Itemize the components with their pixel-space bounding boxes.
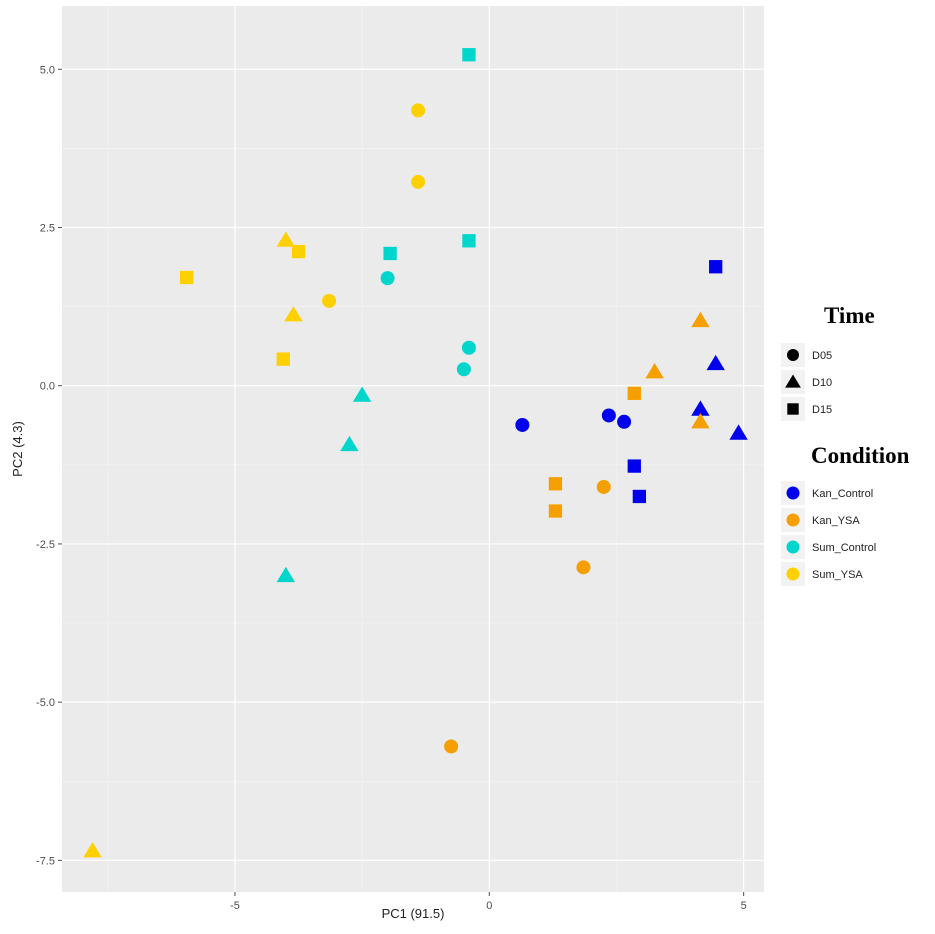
point-kan-control-d05	[601, 408, 616, 423]
legend-label-d05: D05	[812, 350, 832, 362]
legend: Time D05 D10 D15 Condition Kan_Control Kan_YSA…	[781, 303, 910, 586]
legend-key-circle	[787, 349, 799, 361]
y-tick-label: 0.0	[40, 381, 55, 393]
point-kan-control-d05	[515, 417, 530, 432]
y-tick-label: 2.5	[40, 223, 55, 235]
legend-key-sum-control	[786, 540, 800, 554]
legend-label-d15: D15	[812, 404, 832, 416]
point-sum-ysa-d15	[179, 270, 194, 285]
point-sum-ysa-d10	[83, 842, 102, 858]
point-kan-ysa-d15	[548, 504, 563, 518]
legend-key-kan-control	[786, 486, 800, 500]
point-kan-ysa-d15	[548, 477, 563, 491]
axis-ticks: -5 0 5 5.0 2.5 0.0 -2.5 -5.0 -7.5	[36, 64, 747, 912]
point-kan-control-d15	[632, 489, 647, 504]
plot-panel	[62, 6, 764, 892]
point-sum-ysa-d05	[411, 174, 426, 189]
point-sum-control-d10	[276, 566, 296, 583]
point-kan-ysa-d10	[645, 363, 664, 379]
point-kan-control-d10	[691, 400, 710, 416]
point-kan-ysa-d10	[691, 311, 710, 328]
major-gridlines	[62, 6, 764, 892]
x-tick-label: 0	[486, 900, 492, 912]
point-sum-control-d05	[461, 340, 476, 355]
legend-label-kan-ysa: Kan_YSA	[812, 515, 860, 527]
point-kan-control-d05	[617, 414, 632, 429]
y-axis-title: PC2 (4.3)	[10, 421, 25, 477]
point-kan-ysa-d05	[596, 479, 611, 494]
legend-key-triangle	[785, 374, 801, 388]
point-sum-ysa-d05	[411, 103, 426, 118]
y-tick-label: -2.5	[36, 539, 55, 551]
legend-key-kan-ysa	[786, 513, 800, 527]
point-sum-ysa-d05	[322, 293, 337, 308]
point-kan-control-d15	[627, 459, 641, 473]
data-points	[83, 48, 748, 858]
point-kan-control-d15	[709, 260, 723, 274]
y-tick-label: 5.0	[40, 64, 55, 76]
point-sum-control-d10	[352, 386, 372, 402]
legend-title-time: Time	[824, 303, 875, 328]
point-kan-ysa-d10	[691, 413, 710, 429]
point-kan-ysa-d05	[444, 739, 459, 754]
legend-label-sum-control: Sum_Control	[812, 542, 876, 554]
point-kan-control-d10	[729, 424, 748, 440]
point-sum-control-d15	[462, 48, 476, 62]
legend-title-condition: Condition	[811, 443, 910, 468]
legend-label-sum-ysa: Sum_YSA	[812, 569, 863, 581]
legend-label-kan-control: Kan_Control	[812, 488, 873, 500]
x-tick-label: 5	[741, 900, 747, 912]
legend-key-sum-ysa	[786, 567, 800, 581]
point-sum-control-d05	[380, 271, 395, 286]
point-sum-control-d05	[456, 362, 471, 377]
point-kan-control-d10	[706, 354, 725, 371]
x-tick-label: -5	[230, 900, 240, 912]
point-sum-ysa-d15	[276, 352, 290, 366]
legend-key-square	[787, 403, 799, 415]
point-sum-control-d15	[383, 246, 397, 261]
point-sum-ysa-d10	[276, 231, 296, 247]
minor-gridlines	[62, 6, 764, 892]
point-sum-ysa-d10	[284, 306, 303, 322]
y-tick-label: -5.0	[36, 697, 55, 709]
point-sum-control-d10	[340, 435, 359, 452]
point-kan-ysa-d15	[627, 386, 641, 400]
x-axis-title: PC1 (91.5)	[382, 906, 445, 921]
legend-label-d10: D10	[812, 377, 832, 389]
point-sum-control-d15	[462, 234, 476, 248]
point-sum-ysa-d15	[291, 244, 306, 259]
y-tick-label: -7.5	[36, 855, 55, 867]
point-kan-ysa-d05	[576, 560, 591, 575]
